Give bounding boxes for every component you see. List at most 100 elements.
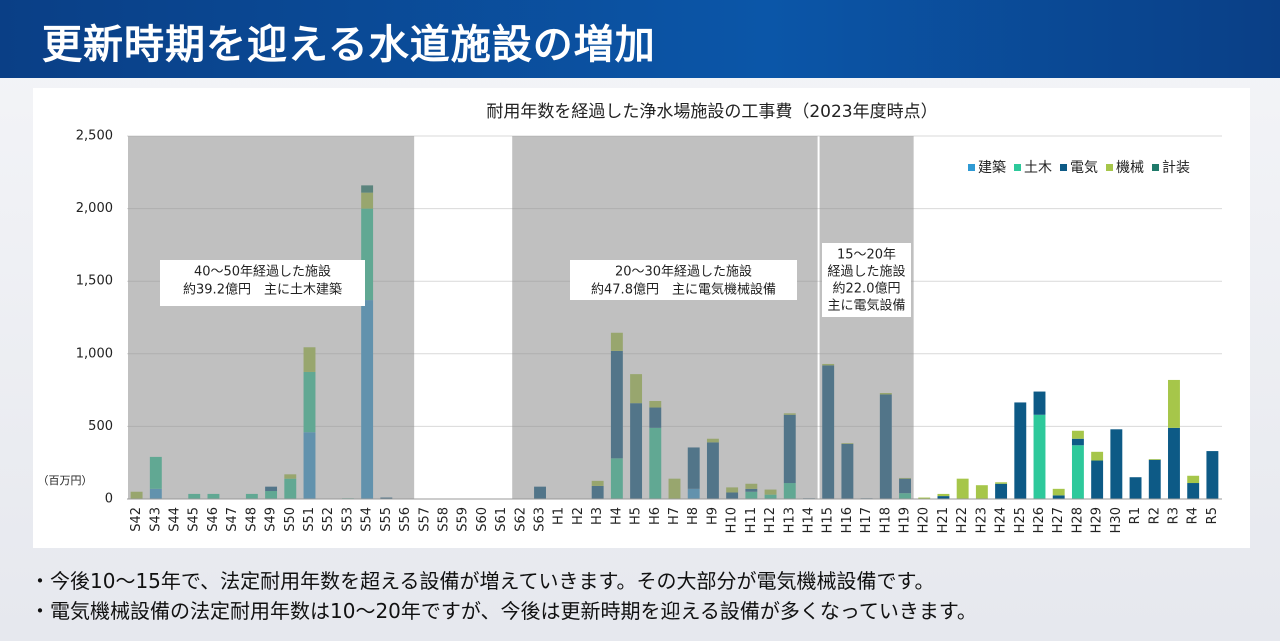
x-tick-label: H6 xyxy=(648,507,663,525)
x-tick-label: H8 xyxy=(686,507,701,525)
x-tick-label: H15 xyxy=(821,507,836,533)
x-tick-label: H29 xyxy=(1090,507,1105,533)
note: ・電気機械設備の法定耐用年数は10～20年ですが、今後は更新時期を迎える設備が多… xyxy=(30,599,977,623)
x-tick-label: R4 xyxy=(1186,507,1201,524)
legend-swatch xyxy=(968,164,975,171)
x-tick-label: H26 xyxy=(1032,507,1047,533)
x-tick-label: H25 xyxy=(1013,507,1028,533)
x-tick-label: R2 xyxy=(1147,507,1162,524)
x-tick-label: R1 xyxy=(1128,507,1143,524)
x-tick-label: H13 xyxy=(782,507,797,533)
x-tick-label: S55 xyxy=(379,507,394,532)
bar-segment xyxy=(956,478,969,499)
x-tick-label: H23 xyxy=(974,507,989,533)
x-tick-label: S57 xyxy=(417,507,432,532)
x-tick-label: S45 xyxy=(187,507,202,532)
period-shade xyxy=(512,136,818,499)
y-tick-label: 2,500 xyxy=(76,129,113,144)
bar-segment xyxy=(995,483,1008,499)
x-tick-label: H19 xyxy=(898,507,913,533)
annotation-text: 約22.0億円 xyxy=(833,281,901,297)
annotation-box xyxy=(570,260,797,300)
x-tick-label: H10 xyxy=(725,507,740,533)
x-tick-label: H20 xyxy=(917,507,932,533)
bar-segment xyxy=(1148,459,1161,499)
legend-label: 電気 xyxy=(1070,160,1098,176)
x-tick-label: H22 xyxy=(955,507,970,533)
annotation-box xyxy=(160,260,365,306)
bar-segment xyxy=(1187,475,1200,484)
legend-swatch xyxy=(1060,164,1067,171)
legend-label: 建築 xyxy=(978,160,1006,176)
period-shade xyxy=(819,136,914,499)
legend-swatch xyxy=(1152,164,1159,171)
bar-segment xyxy=(1052,488,1065,496)
annotation-text: 約39.2億円 主に土木建築 xyxy=(183,282,342,298)
x-tick-label: H17 xyxy=(859,507,874,533)
bar-segment xyxy=(1071,445,1084,499)
x-tick-label: H5 xyxy=(629,507,644,525)
x-tick-label: S58 xyxy=(436,507,451,532)
x-tick-label: S54 xyxy=(360,507,375,532)
x-tick-label: H14 xyxy=(801,507,816,533)
x-tick-label: H12 xyxy=(763,507,778,533)
y-tick-label: 500 xyxy=(88,419,113,434)
annotation-box xyxy=(822,243,911,317)
bar-segment xyxy=(995,482,1008,484)
legend-swatch xyxy=(1014,164,1021,171)
annotation-text: 約47.8億円 主に電気機械設備 xyxy=(591,282,776,298)
bar-segment xyxy=(1206,451,1219,499)
y-unit-label: （百万円） xyxy=(38,474,93,487)
x-tick-label: S43 xyxy=(148,507,163,532)
bar-segment xyxy=(937,493,950,497)
x-tick-label: S63 xyxy=(533,507,548,532)
bar-segment xyxy=(1052,495,1065,499)
x-tick-label: S62 xyxy=(513,507,528,532)
x-tick-label: S42 xyxy=(129,507,144,532)
x-tick-label: H21 xyxy=(936,507,951,533)
x-tick-label: S49 xyxy=(264,507,279,532)
legend-label: 機械 xyxy=(1116,160,1144,176)
x-tick-label: S52 xyxy=(321,507,336,532)
slide-title: 更新時期を迎える水道施設の増加 xyxy=(42,22,656,68)
bar-segment xyxy=(1033,391,1046,415)
bar-segment xyxy=(918,497,931,499)
x-tick-label: H24 xyxy=(994,507,1009,533)
x-tick-label: S46 xyxy=(206,507,221,532)
x-tick-label: S56 xyxy=(398,507,413,532)
x-tick-label: R3 xyxy=(1166,507,1181,524)
legend-label: 土木 xyxy=(1024,160,1052,176)
x-tick-label: H18 xyxy=(878,507,893,533)
y-tick-label: 0 xyxy=(105,492,113,507)
bar-segment xyxy=(1187,483,1200,499)
x-tick-label: H3 xyxy=(590,507,605,525)
annotation-text: 経過した施設 xyxy=(827,264,905,280)
y-tick-label: 1,000 xyxy=(76,346,113,361)
y-tick-label: 2,000 xyxy=(76,201,113,216)
x-tick-label: H7 xyxy=(667,507,682,525)
x-tick-label: S59 xyxy=(456,507,471,532)
annotation-text: 15～20年 xyxy=(837,248,896,263)
x-tick-label: S48 xyxy=(244,507,259,532)
bar-segment xyxy=(975,485,988,499)
notes: ・今後10～15年で、法定耐用年数を超える設備が増えていきます。その大部分が電気… xyxy=(30,566,977,626)
bar-segment xyxy=(1033,414,1046,499)
x-tick-label: H30 xyxy=(1109,507,1124,533)
annotation-text: 主に電気設備 xyxy=(827,298,905,314)
header-band: 更新時期を迎える水道施設の増加 xyxy=(0,0,1280,78)
bar-segment xyxy=(1129,477,1142,499)
annotation-text: 20～30年経過した施設 xyxy=(615,264,752,280)
x-tick-label: S47 xyxy=(225,507,240,532)
x-tick-label: H16 xyxy=(840,507,855,533)
legend-swatch xyxy=(1106,164,1113,171)
bar-segment xyxy=(1110,429,1123,499)
bar-segment xyxy=(1168,427,1180,499)
bar-segment xyxy=(1091,460,1104,499)
chart: 耐用年数を経過した浄水場施設の工事費（2023年度時点） （百万円） 0 500 1… xyxy=(37,102,1222,534)
period-shade xyxy=(128,136,415,499)
bar-segment xyxy=(1168,379,1180,428)
x-tick-label: H4 xyxy=(609,507,624,525)
x-tick-label: S61 xyxy=(494,507,509,532)
bar-segment xyxy=(1091,451,1104,461)
